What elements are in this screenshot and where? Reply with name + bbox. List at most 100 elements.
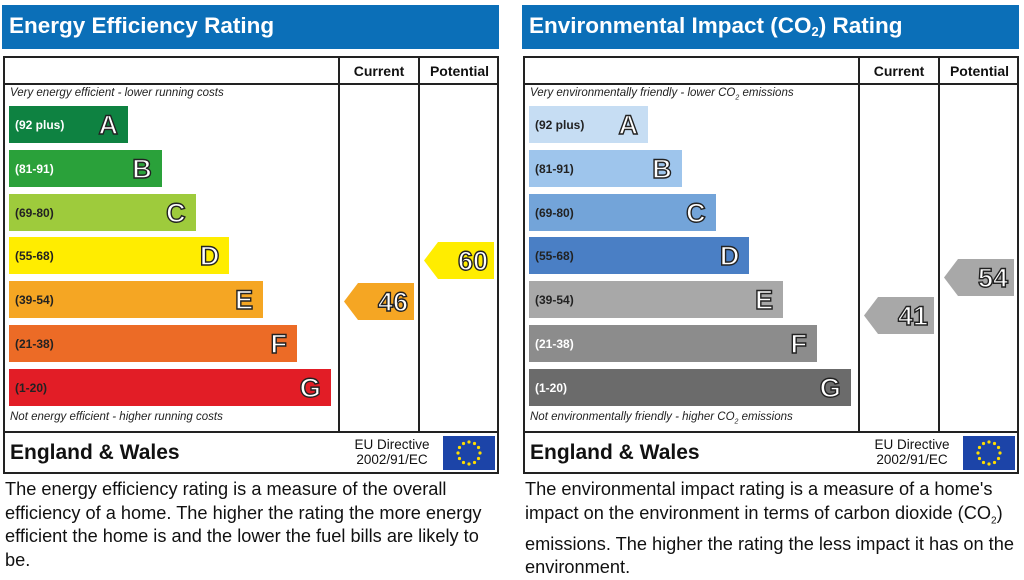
region-label: England & Wales: [530, 441, 700, 464]
note-top: Very environmentally friendly - lower CO…: [530, 87, 794, 101]
arrow-shape: [944, 259, 1014, 297]
eu-stars: [456, 440, 482, 466]
star: [461, 460, 466, 465]
eu-flag-icon: [443, 436, 495, 470]
eu-directive: EU Directive 2002/91/EC: [865, 437, 959, 467]
star: [457, 456, 462, 461]
band-letter: A: [618, 109, 639, 140]
band-letter: F: [270, 328, 288, 359]
band-c: (69-80) C: [9, 193, 196, 231]
header-row: [5, 58, 497, 85]
note-text: Not environmentally friendly - higher CO: [530, 411, 735, 423]
footer-row: England & Wales EU Directive 2002/91/EC: [5, 431, 497, 472]
band-d: (55-68) D: [529, 237, 750, 275]
current-column-header: Current: [353, 63, 405, 79]
note-subscript: 2: [735, 94, 740, 102]
environmental-impact-panel: Environmental Impact (CO2) Rating Curren…: [522, 0, 1022, 578]
band-range-label: (69-80): [15, 205, 54, 220]
band-b: (81-91) B: [529, 149, 682, 187]
column-divider: [938, 58, 940, 433]
description-subscript: 2: [991, 515, 997, 527]
star: [987, 462, 991, 466]
current-rating-arrow: 41: [864, 297, 934, 335]
star: [467, 462, 471, 466]
star: [976, 451, 980, 455]
band-e: (39-54) E: [9, 281, 264, 319]
description-text: The environmental impact rating is a mea…: [525, 479, 993, 523]
band-range-label: (92 plus): [535, 118, 585, 132]
band-range-label: (1-20): [535, 380, 568, 395]
note-bottom: Not energy efficient - higher running co…: [10, 411, 223, 423]
column-divider: [858, 58, 860, 433]
title-subscript: 2: [811, 24, 819, 39]
region-label: England & Wales: [10, 441, 180, 464]
arrow-fill: [344, 282, 414, 320]
directive-line2: 2002/91/EC: [876, 452, 948, 467]
band-g: (1-20) G: [9, 368, 331, 406]
band-b: (81-91) B: [9, 149, 162, 187]
band-range-label: (81-91): [15, 161, 54, 176]
footer-row: England & Wales EU Directive 2002/91/EC: [525, 431, 1017, 472]
band-range-label: (81-91): [535, 161, 574, 176]
star: [992, 460, 997, 465]
star: [478, 451, 482, 455]
band-letter: G: [299, 372, 321, 403]
energy-title: Energy Efficiency Rating: [2, 5, 499, 49]
arrow-fill: [944, 259, 1014, 297]
band-letter: A: [98, 109, 119, 140]
star: [992, 441, 997, 446]
rating-value: 54: [977, 263, 1008, 294]
environment-title: Environmental Impact (CO2) Rating: [522, 5, 1019, 49]
band-letter: C: [165, 197, 186, 228]
band-letter: B: [652, 153, 673, 184]
star: [472, 460, 477, 465]
star: [981, 441, 986, 446]
star: [987, 440, 991, 444]
energy-chart: Current Potential Very energy efficient …: [3, 56, 499, 474]
eu-stars: [976, 440, 1002, 466]
description-text-end: ) emissions. The higher the rating the l…: [525, 502, 1014, 578]
arrow-shape: [864, 297, 934, 335]
band-range-label: (55-68): [535, 249, 574, 264]
note-text-end: emissions: [738, 411, 793, 423]
note-bottom: Not environmentally friendly - higher CO…: [530, 411, 793, 425]
directive-line2: 2002/91/EC: [356, 452, 428, 467]
directive-line1: EU Directive: [354, 437, 430, 452]
energy-efficiency-panel: Energy Efficiency Rating Current Potenti…: [2, 0, 502, 576]
energy-description: The energy efficiency rating is a measur…: [5, 479, 482, 570]
band-range-label: (39-54): [535, 293, 574, 308]
star: [457, 445, 462, 450]
star: [996, 456, 1001, 461]
star: [476, 445, 481, 450]
star: [996, 445, 1001, 450]
potential-rating-arrow: 60: [424, 242, 494, 280]
star: [467, 440, 471, 444]
band-range-label: (55-68): [15, 249, 54, 264]
band-g: (1-20) G: [529, 368, 851, 406]
column-divider: [338, 58, 340, 433]
eu-flag-icon: [963, 436, 1015, 470]
title-text-end: ) Rating: [818, 13, 903, 38]
note-subscript: 2: [734, 418, 739, 426]
potential-rating-arrow: 54: [944, 259, 1014, 297]
band-letter: B: [132, 153, 153, 184]
note-top: Very energy efficient - lower running co…: [10, 87, 224, 99]
band-letter: E: [234, 284, 254, 316]
band-c: (69-80) C: [529, 193, 716, 231]
band-range-label: (92 plus): [15, 118, 65, 132]
band-a: (92 plus) A: [9, 106, 128, 143]
star: [456, 451, 460, 455]
band-a: (92 plus) A: [529, 106, 648, 143]
band-f: (21-38) F: [529, 325, 817, 362]
arrow-shape: [424, 242, 494, 280]
band-letter: E: [754, 284, 774, 316]
note-text-end: emissions: [739, 87, 794, 99]
arrow-fill: [864, 297, 934, 335]
rating-value: 60: [457, 246, 488, 277]
star: [476, 456, 481, 461]
eu-directive: EU Directive 2002/91/EC: [345, 437, 439, 467]
band-range-label: (1-20): [15, 380, 48, 395]
note-text: Very environmentally friendly - lower CO: [530, 87, 736, 99]
column-divider: [418, 58, 420, 433]
band-f: (21-38) F: [9, 325, 297, 362]
